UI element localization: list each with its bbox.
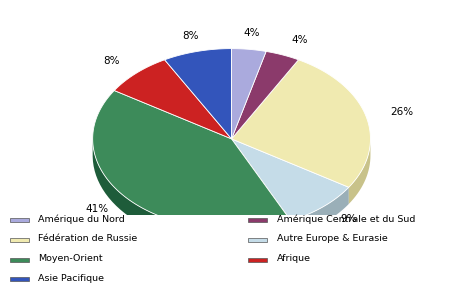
Polygon shape — [231, 51, 298, 139]
FancyBboxPatch shape — [248, 257, 267, 262]
Text: 8%: 8% — [182, 31, 198, 41]
Polygon shape — [92, 91, 290, 229]
FancyBboxPatch shape — [10, 238, 29, 242]
Polygon shape — [290, 187, 348, 237]
Polygon shape — [348, 139, 370, 204]
FancyBboxPatch shape — [10, 257, 29, 262]
Text: 9%: 9% — [339, 214, 356, 224]
Text: Moyen-Orient: Moyen-Orient — [38, 254, 102, 263]
Text: 26%: 26% — [389, 107, 413, 118]
Polygon shape — [92, 140, 290, 246]
Text: 4%: 4% — [291, 35, 308, 45]
Polygon shape — [231, 139, 348, 221]
Text: 41%: 41% — [85, 204, 109, 214]
FancyBboxPatch shape — [248, 238, 267, 242]
Text: Afrique: Afrique — [276, 254, 310, 263]
FancyBboxPatch shape — [10, 277, 29, 281]
Text: Asie Pacifique: Asie Pacifique — [38, 274, 104, 283]
FancyBboxPatch shape — [10, 218, 29, 222]
Text: Amérique Centrale et du Sud: Amérique Centrale et du Sud — [276, 214, 414, 224]
Polygon shape — [231, 49, 266, 139]
Text: Autre Europe & Eurasie: Autre Europe & Eurasie — [276, 234, 387, 243]
Text: 4%: 4% — [243, 28, 260, 38]
Text: Amérique du Nord: Amérique du Nord — [38, 214, 125, 224]
Polygon shape — [114, 60, 231, 139]
Text: Fédération de Russie: Fédération de Russie — [38, 234, 137, 243]
FancyBboxPatch shape — [248, 218, 267, 222]
Polygon shape — [231, 60, 370, 187]
Text: 8%: 8% — [103, 56, 119, 66]
Polygon shape — [164, 49, 231, 139]
